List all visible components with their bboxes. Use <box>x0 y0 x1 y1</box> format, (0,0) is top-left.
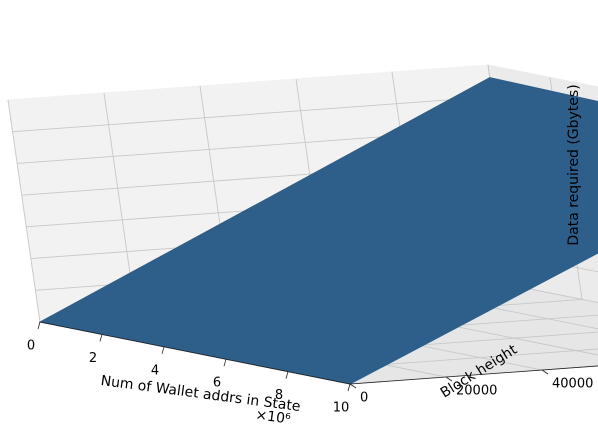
x-tick-0 <box>37 321 41 330</box>
x-tick-label-3: 6 <box>213 376 221 391</box>
z-axis-label: Data required (Gbytes) <box>566 84 582 245</box>
y-axis-line <box>349 365 598 385</box>
x-axis-offset-label: ×10⁶ <box>254 407 291 427</box>
x-tick-label-2: 4 <box>151 363 159 378</box>
y-tick-label-2: 40000 <box>552 377 593 392</box>
x-tick-label-4: 8 <box>275 388 283 403</box>
y-tick-2 <box>541 369 549 375</box>
tick-labels: 02468100200004000060000800001000000.51.0… <box>27 339 594 416</box>
y-tick-label-0: 0 <box>360 391 368 406</box>
x-axis-line <box>39 321 351 385</box>
x-tick-5 <box>347 383 351 392</box>
y-tick-label-1: 20000 <box>456 384 497 399</box>
x-tick-label-0: 0 <box>27 339 35 354</box>
x-tick-label-1: 2 <box>89 351 97 366</box>
x-tick-2 <box>161 346 165 354</box>
x-tick-label-5: 10 <box>333 401 350 416</box>
z-grid-back-5 <box>12 96 493 133</box>
y-grid-back-0 <box>7 99 41 323</box>
tick-marks <box>37 321 549 392</box>
x-tick-1 <box>99 334 103 342</box>
x-tick-4 <box>285 371 289 379</box>
y-grid-floor-5 <box>519 286 598 304</box>
y-tick-0 <box>349 383 357 389</box>
y-tick-1 <box>445 376 453 382</box>
axis-lines <box>39 321 598 385</box>
x-tick-3 <box>223 359 227 367</box>
